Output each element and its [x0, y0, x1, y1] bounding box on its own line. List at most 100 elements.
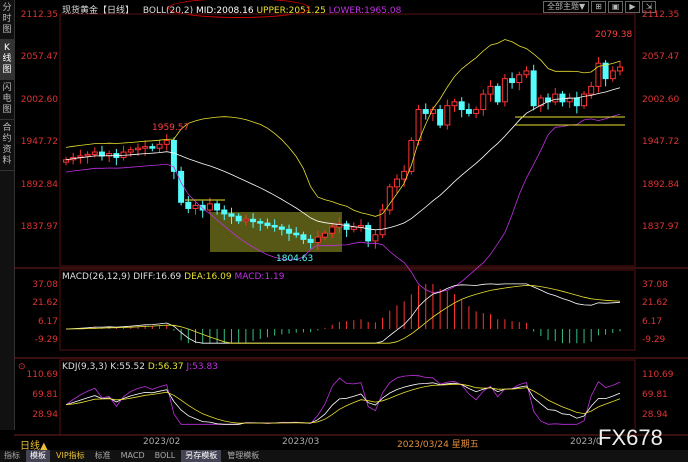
bottom-tab-0[interactable]: 指标 [4, 451, 20, 460]
candle-body [192, 204, 199, 209]
candle-body [91, 151, 98, 155]
candle-body [357, 224, 364, 228]
bottom-tab-5[interactable]: BOLL [154, 451, 176, 460]
candle-body [386, 186, 393, 211]
grid-icon[interactable]: ⊞ [591, 1, 606, 13]
macd-axis-right-label: 6.17 [642, 316, 663, 327]
candle-body [588, 85, 595, 95]
candle-body [595, 62, 602, 87]
price-axis-left-label: 1837.97 [20, 222, 58, 233]
kdj-j-line [65, 375, 621, 425]
candle-body [300, 234, 307, 240]
settings-icon[interactable]: ⊙ [18, 362, 26, 372]
candle-body [149, 146, 156, 149]
candle-body [264, 222, 271, 226]
bottom-tab-7[interactable]: 管理模板 [227, 451, 260, 460]
candle-body [458, 101, 465, 111]
boll-label[interactable]: BOLL(20,2) [142, 6, 194, 16]
candle-body [523, 70, 530, 76]
candle-body [185, 201, 192, 209]
boll-lower-line [65, 113, 621, 294]
candle-body [501, 78, 508, 103]
play-icon[interactable]: ▶ [625, 1, 640, 13]
price-axis-left-label: 2112.35 [20, 10, 58, 20]
theme-select[interactable]: 全部主题▼ [543, 1, 590, 13]
symbol-name: 现货黄金 [62, 6, 99, 16]
boll-lower: LOWER:1965.08 [328, 6, 402, 16]
panel-frame [59, 269, 636, 351]
candle-body [250, 218, 257, 223]
candle-body [408, 139, 415, 172]
candle-body [559, 93, 566, 103]
candle-body [329, 226, 336, 234]
candle-body [214, 203, 221, 211]
candle-body [278, 226, 285, 230]
macd-title: MACD(26,12,9) [62, 272, 131, 282]
kdj-axis-left-label: 69.81 [32, 390, 58, 400]
candle-body [573, 97, 580, 107]
candle-body [530, 70, 537, 107]
bottom-tab-1[interactable]: 模板 [26, 450, 50, 462]
bottom-tab-4[interactable]: MACD [120, 451, 145, 460]
period-label: 【日线】 [98, 6, 135, 16]
candle-body [609, 70, 616, 80]
candle-body [307, 238, 314, 243]
price-axis-left-label: 1947.72 [20, 137, 58, 148]
candle-body [199, 204, 206, 211]
candle-body [221, 209, 228, 215]
sidebar-item-3[interactable]: 合约资料 [0, 120, 14, 171]
candle-body [178, 170, 185, 203]
candle-body [142, 146, 149, 149]
kdj-axis-right-label: 28.94 [642, 410, 668, 420]
candle-body [228, 213, 235, 217]
watermark-logo: FX678 [598, 425, 663, 450]
bottom-tab-6[interactable]: 另存模板 [181, 450, 222, 462]
kdj-k: K:55.52 [110, 362, 145, 372]
candle-body [271, 224, 278, 228]
candle-body [242, 218, 249, 222]
candle-body [581, 93, 588, 107]
period-toggle[interactable]: 日线▲ [20, 441, 48, 452]
candle-body [120, 151, 127, 158]
kdj-d-line [65, 383, 621, 424]
kdj-axis-left-label: 28.94 [32, 410, 58, 420]
price-axis-left-label: 2002.60 [20, 94, 58, 105]
macd-axis-left-label: 21.62 [32, 298, 58, 309]
candle-body [473, 109, 480, 114]
candle-body [537, 97, 544, 107]
candle-body [98, 151, 105, 157]
candle-body [286, 228, 293, 234]
candle-body [350, 226, 357, 230]
kdj-axis-left-label: 110.69 [26, 370, 59, 380]
macd-axis-right-label: -9.29 [642, 335, 666, 345]
price-axis-right-label: 1892.84 [642, 179, 680, 190]
candle-body [257, 221, 264, 224]
export-icon[interactable]: ⇲ [641, 1, 657, 13]
bottom-tab-2[interactable]: VIP指标 [56, 451, 85, 460]
candle-body [422, 109, 429, 114]
sidebar-item-1[interactable]: K线图 [0, 40, 14, 80]
low-annotation: 1804.63 [276, 254, 314, 264]
bottom-tab-3[interactable]: 标准 [94, 451, 111, 460]
time-label: 2023/03 [282, 437, 320, 447]
candle-body [134, 147, 141, 151]
macd-axis-right-label: 37.08 [642, 280, 668, 290]
price-axis-left-label: 2057.47 [20, 52, 58, 63]
price-axis-right-label: 2057.47 [642, 52, 680, 63]
time-label: 2023/0 [570, 437, 602, 447]
candle-body [343, 223, 350, 230]
candle-body [235, 215, 242, 222]
macd-axis-left-label: 37.08 [32, 280, 58, 290]
sidebar-item-0[interactable]: 分时图 [0, 0, 14, 40]
panel-frame [59, 13, 636, 267]
high-annotation: 1959.57 [152, 123, 190, 133]
candle-body [494, 85, 501, 103]
candle-body [617, 66, 623, 72]
sidebar-item-2[interactable]: 闪电图 [0, 80, 14, 120]
window-icon[interactable]: ▣ [607, 1, 624, 13]
macd-header: MACD(26,12,9) DIFF:16.69 DEA:16.09 MACD:… [62, 272, 285, 282]
candle-body [372, 234, 379, 242]
toolbar: 全部主题▼ ⊞ ▣ ▶ ⇲ [543, 1, 657, 13]
macd-axis-right-label: 21.62 [642, 298, 668, 309]
